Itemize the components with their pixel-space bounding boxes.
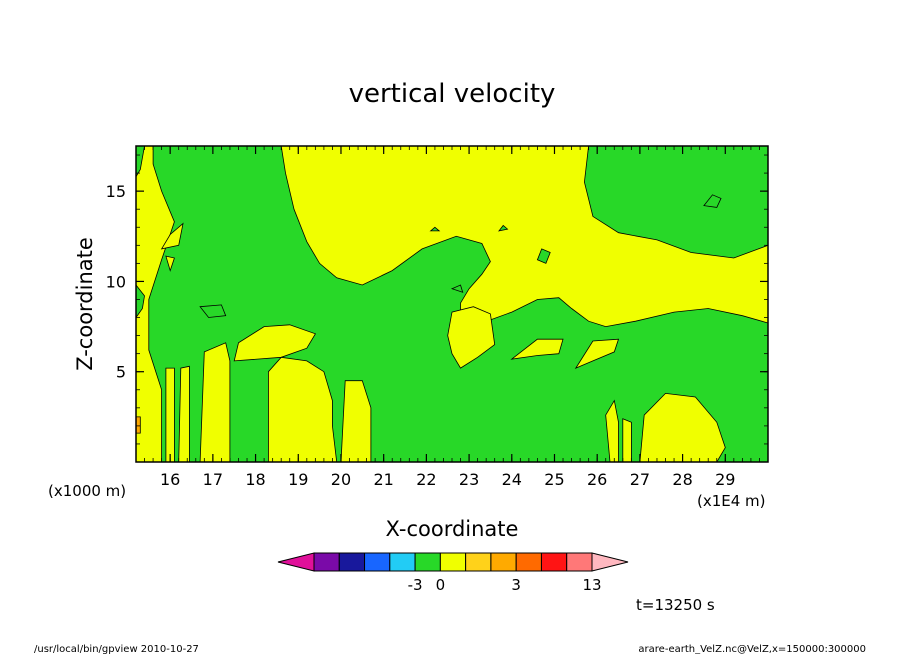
y-axis-unit: (x1000 m) [48, 482, 126, 500]
x-tick-label: 28 [672, 470, 692, 489]
contour-region-green [199, 304, 227, 318]
y-tick-label: 15 [106, 182, 126, 201]
x-tick-label: 22 [416, 470, 436, 489]
contour-region-yellow [165, 255, 175, 272]
colorbar-tick-label: 0 [436, 576, 446, 594]
x-tick-label: 24 [502, 470, 522, 489]
x-tick-label: 29 [715, 470, 735, 489]
colorbar-tick-label: 13 [582, 576, 601, 594]
colorbar-swatch [566, 552, 593, 572]
contour-region-green [583, 146, 768, 259]
colorbar-swatch [313, 552, 340, 572]
contour-region-green [703, 194, 722, 208]
contour-region-green [498, 224, 509, 232]
contour-region-yellow [605, 399, 619, 462]
y-axis-label: Z-coordinate [73, 237, 97, 371]
contour-region-yellow [447, 306, 496, 369]
contour-region-yellow [622, 418, 632, 462]
x-tick-label: 27 [630, 470, 650, 489]
colorbar-swatch [465, 552, 492, 572]
colorbar-high-arrow [591, 552, 629, 572]
x-tick-label: 16 [160, 470, 180, 489]
contour-region-yellow [340, 380, 372, 462]
chart-title: vertical velocity [349, 79, 556, 109]
y-tick-label: 10 [106, 272, 126, 291]
contour-region-yellow [233, 324, 316, 362]
contour-region-yellow [160, 222, 184, 250]
x-axis-unit: (x1E4 m) [697, 492, 766, 510]
contour-region-orange [136, 416, 141, 434]
contour-region-green [536, 248, 551, 264]
y-tick-label: 5 [116, 363, 126, 382]
colorbar-swatch [338, 552, 366, 572]
plot-area [136, 146, 768, 462]
colorbar-swatch [439, 552, 467, 572]
contour-region-yellow [639, 392, 726, 462]
colorbar-swatch [389, 552, 416, 572]
x-tick-label: 19 [288, 470, 308, 489]
footer-right: arare-earth_VelZ.nc@VelZ,x=150000:300000 [638, 644, 866, 654]
contour-region-yellow [178, 365, 190, 462]
colorbar-tick-label: -3 [408, 576, 423, 594]
colorbar-swatch [515, 552, 542, 572]
x-tick-label: 25 [544, 470, 564, 489]
x-tick-label: 17 [203, 470, 223, 489]
colorbar-swatch [540, 552, 568, 572]
x-tick-label: 18 [245, 470, 265, 489]
x-axis-label: X-coordinate [386, 517, 519, 541]
x-tick-label: 21 [373, 470, 393, 489]
colorbar-tick-label: 3 [511, 576, 521, 594]
contour-region-yellow [574, 338, 620, 369]
colorbar-swatch [490, 552, 517, 572]
contour-region-yellow [199, 342, 231, 462]
x-tick-label: 26 [587, 470, 607, 489]
x-axis: 16 17 18 19 20 21 22 23 24 25 26 27 28 29 [135, 146, 769, 489]
contour-region-green [429, 226, 441, 232]
colorbar: -3 0 3 13 [277, 552, 629, 594]
contour-region-green [136, 146, 145, 178]
footer-left: /usr/local/bin/gpview 2010-10-27 [34, 644, 199, 654]
colorbar-swatch [364, 552, 391, 572]
y-axis: 5 10 15 [106, 154, 768, 445]
contour-region-green [450, 284, 464, 293]
colorbar-low-arrow [277, 552, 315, 572]
x-tick-label: 23 [459, 470, 479, 489]
contour-region-yellow [165, 367, 175, 462]
contour-region-yellow [267, 356, 338, 462]
contour-region-yellow [510, 338, 564, 360]
x-tick-label: 20 [331, 470, 351, 489]
contour-region-green [136, 284, 145, 319]
colorbar-swatch [414, 552, 441, 572]
time-label: t=13250 s [636, 596, 715, 614]
